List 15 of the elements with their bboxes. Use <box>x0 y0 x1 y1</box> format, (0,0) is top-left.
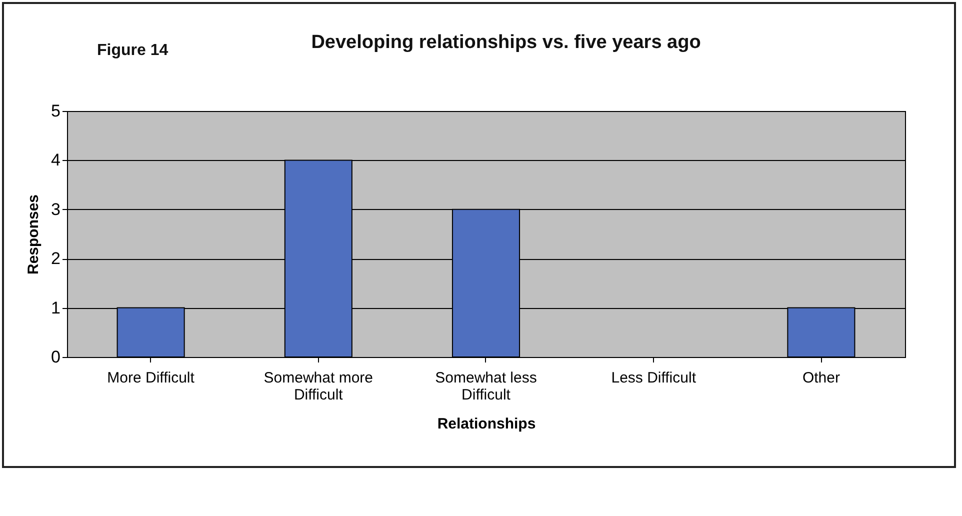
y-tick-label: 0 <box>51 348 60 366</box>
x-axis-title: Relationships <box>437 416 536 432</box>
y-tick-label: 4 <box>51 150 60 170</box>
y-axis-title: Responses <box>25 194 42 275</box>
chart-title: Developing relationships vs. five years ago <box>311 32 701 53</box>
y-tick-label: 5 <box>51 102 60 120</box>
x-tick-label: Less Difficult <box>611 370 697 386</box>
caption: Figure 14 <box>97 42 168 60</box>
x-tick-label: Somewhat less Difficult <box>435 370 537 404</box>
x-tick-label: Somewhat more Difficult <box>264 370 374 404</box>
x-tick-label: More Difficult <box>107 370 196 386</box>
y-tick-label: 2 <box>51 249 60 268</box>
y-tick-label: 3 <box>51 200 60 219</box>
x-tick-label: Other <box>802 370 840 386</box>
y-tick-label: 1 <box>51 298 60 318</box>
